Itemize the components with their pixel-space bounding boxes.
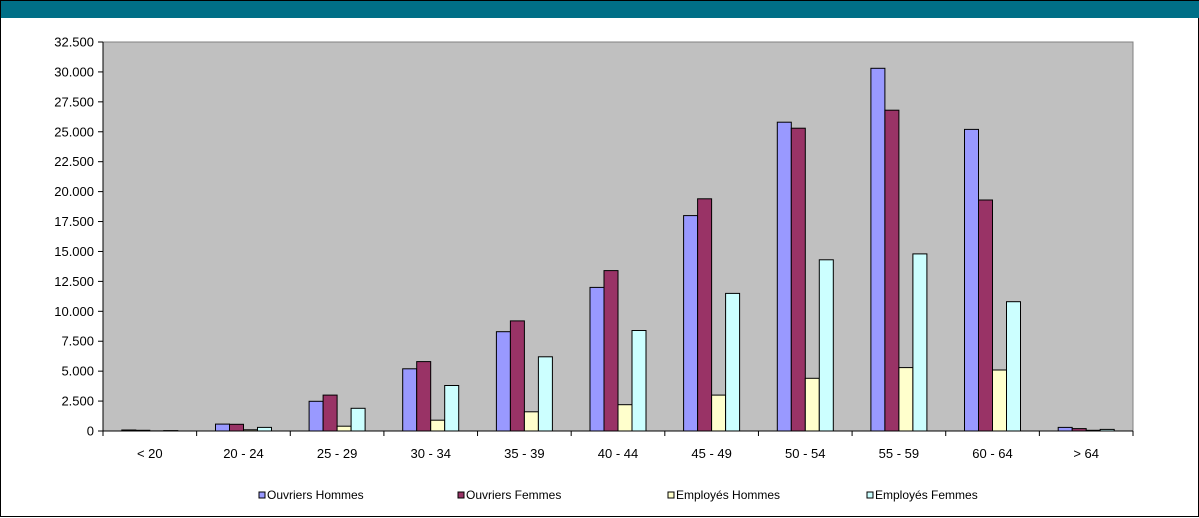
bar-ouvriers-femmes-50-54 [791,128,805,431]
legend-label-employes-femmes: Employés Femmes [875,488,978,502]
bar-employes-femmes-40-44 [632,331,646,432]
bar-ouvriers-hommes-25-29 [309,401,323,431]
legend-swatch-employes-hommes [668,492,674,498]
legend-swatch-employes-femmes [867,492,873,498]
bar-employes-hommes-60-64 [993,370,1007,431]
bar-employes-femmes-60-64 [1007,302,1021,431]
x-tick-label: > 64 [1073,446,1099,461]
bar-employes-hommes-55-59 [899,368,913,431]
y-tick-label: 0 [87,424,94,439]
bar-employes-femmes-50-54 [819,260,833,431]
legend-swatch-ouvriers-femmes [458,492,464,498]
y-tick-label: 15.000 [54,244,94,259]
bar-ouvriers-femmes-35-39 [510,321,524,431]
x-tick-label: 45 - 49 [691,446,731,461]
bar-employes-hommes-30-34 [431,420,445,431]
y-tick-label: 22.500 [54,154,94,169]
bar-employes-femmes-45-49 [726,293,740,431]
bar-employes-hommes-25-29 [337,426,351,431]
x-tick-label: 35 - 39 [504,446,544,461]
y-tick-label: 20.000 [54,184,94,199]
legend-label-ouvriers-femmes: Ouvriers Femmes [466,488,561,502]
x-tick-label: 40 - 44 [598,446,638,461]
bar-ouvriers-hommes-50-54 [777,122,791,431]
bar-employes-hommes-40-44 [618,405,632,431]
legend-swatch-ouvriers-hommes [259,492,265,498]
y-tick-label: 25.000 [54,124,94,139]
bar-ouvriers-hommes-64 [1058,427,1072,431]
bar-ouvriers-femmes-45-49 [698,199,712,431]
bar-ouvriers-femmes-30-34 [417,362,431,431]
y-tick-label: 5.000 [61,364,94,379]
y-tick-label: 30.000 [54,64,94,79]
x-tick-label: 20 - 24 [223,446,263,461]
bar-ouvriers-hommes-20-24 [216,424,230,431]
x-tick-label: 30 - 34 [410,446,450,461]
y-tick-label: 27.500 [54,94,94,109]
x-tick-label: 25 - 29 [317,446,357,461]
bar-ouvriers-hommes-30-34 [403,369,417,431]
bar-ouvriers-femmes-20-24 [230,424,244,431]
y-tick-label: 7.500 [61,334,94,349]
y-tick-label: 2.500 [61,394,94,409]
bar-ouvriers-hommes-55-59 [871,68,885,431]
x-tick-label: 50 - 54 [785,446,825,461]
bar-employes-hommes-45-49 [712,395,726,431]
x-tick-label: < 20 [137,446,163,461]
bar-employes-femmes-30-34 [445,386,459,432]
bar-ouvriers-femmes-25-29 [323,395,337,431]
x-tick-label: 60 - 64 [972,446,1012,461]
bar-ouvriers-femmes-55-59 [885,110,899,431]
y-tick-label: 32.500 [54,35,94,50]
bar-ouvriers-hommes-60-64 [965,129,979,431]
y-tick-label: 17.500 [54,214,94,229]
bar-employes-femmes-25-29 [351,408,365,431]
bar-ouvriers-femmes-40-44 [604,271,618,431]
bar-employes-femmes-20-24 [258,427,272,431]
bar-ouvriers-hommes-35-39 [496,332,510,431]
bar-employes-hommes-35-39 [524,412,538,431]
bar-employes-femmes-35-39 [538,357,552,431]
x-tick-label: 55 - 59 [879,446,919,461]
y-tick-label: 12.500 [54,274,94,289]
bar-ouvriers-hommes-45-49 [684,216,698,431]
y-tick-label: 10.000 [54,304,94,319]
legend: Ouvriers Hommes Ouvriers Femmes Employés H… [259,488,978,502]
bar-employes-femmes-55-59 [913,254,927,431]
bar-ouvriers-hommes-40-44 [590,287,604,431]
legend-label-employes-hommes: Employés Hommes [676,488,780,502]
bar-employes-hommes-50-54 [805,378,819,431]
legend-label-ouvriers-hommes: Ouvriers Hommes [267,488,364,502]
bar-ouvriers-femmes-60-64 [979,200,993,431]
